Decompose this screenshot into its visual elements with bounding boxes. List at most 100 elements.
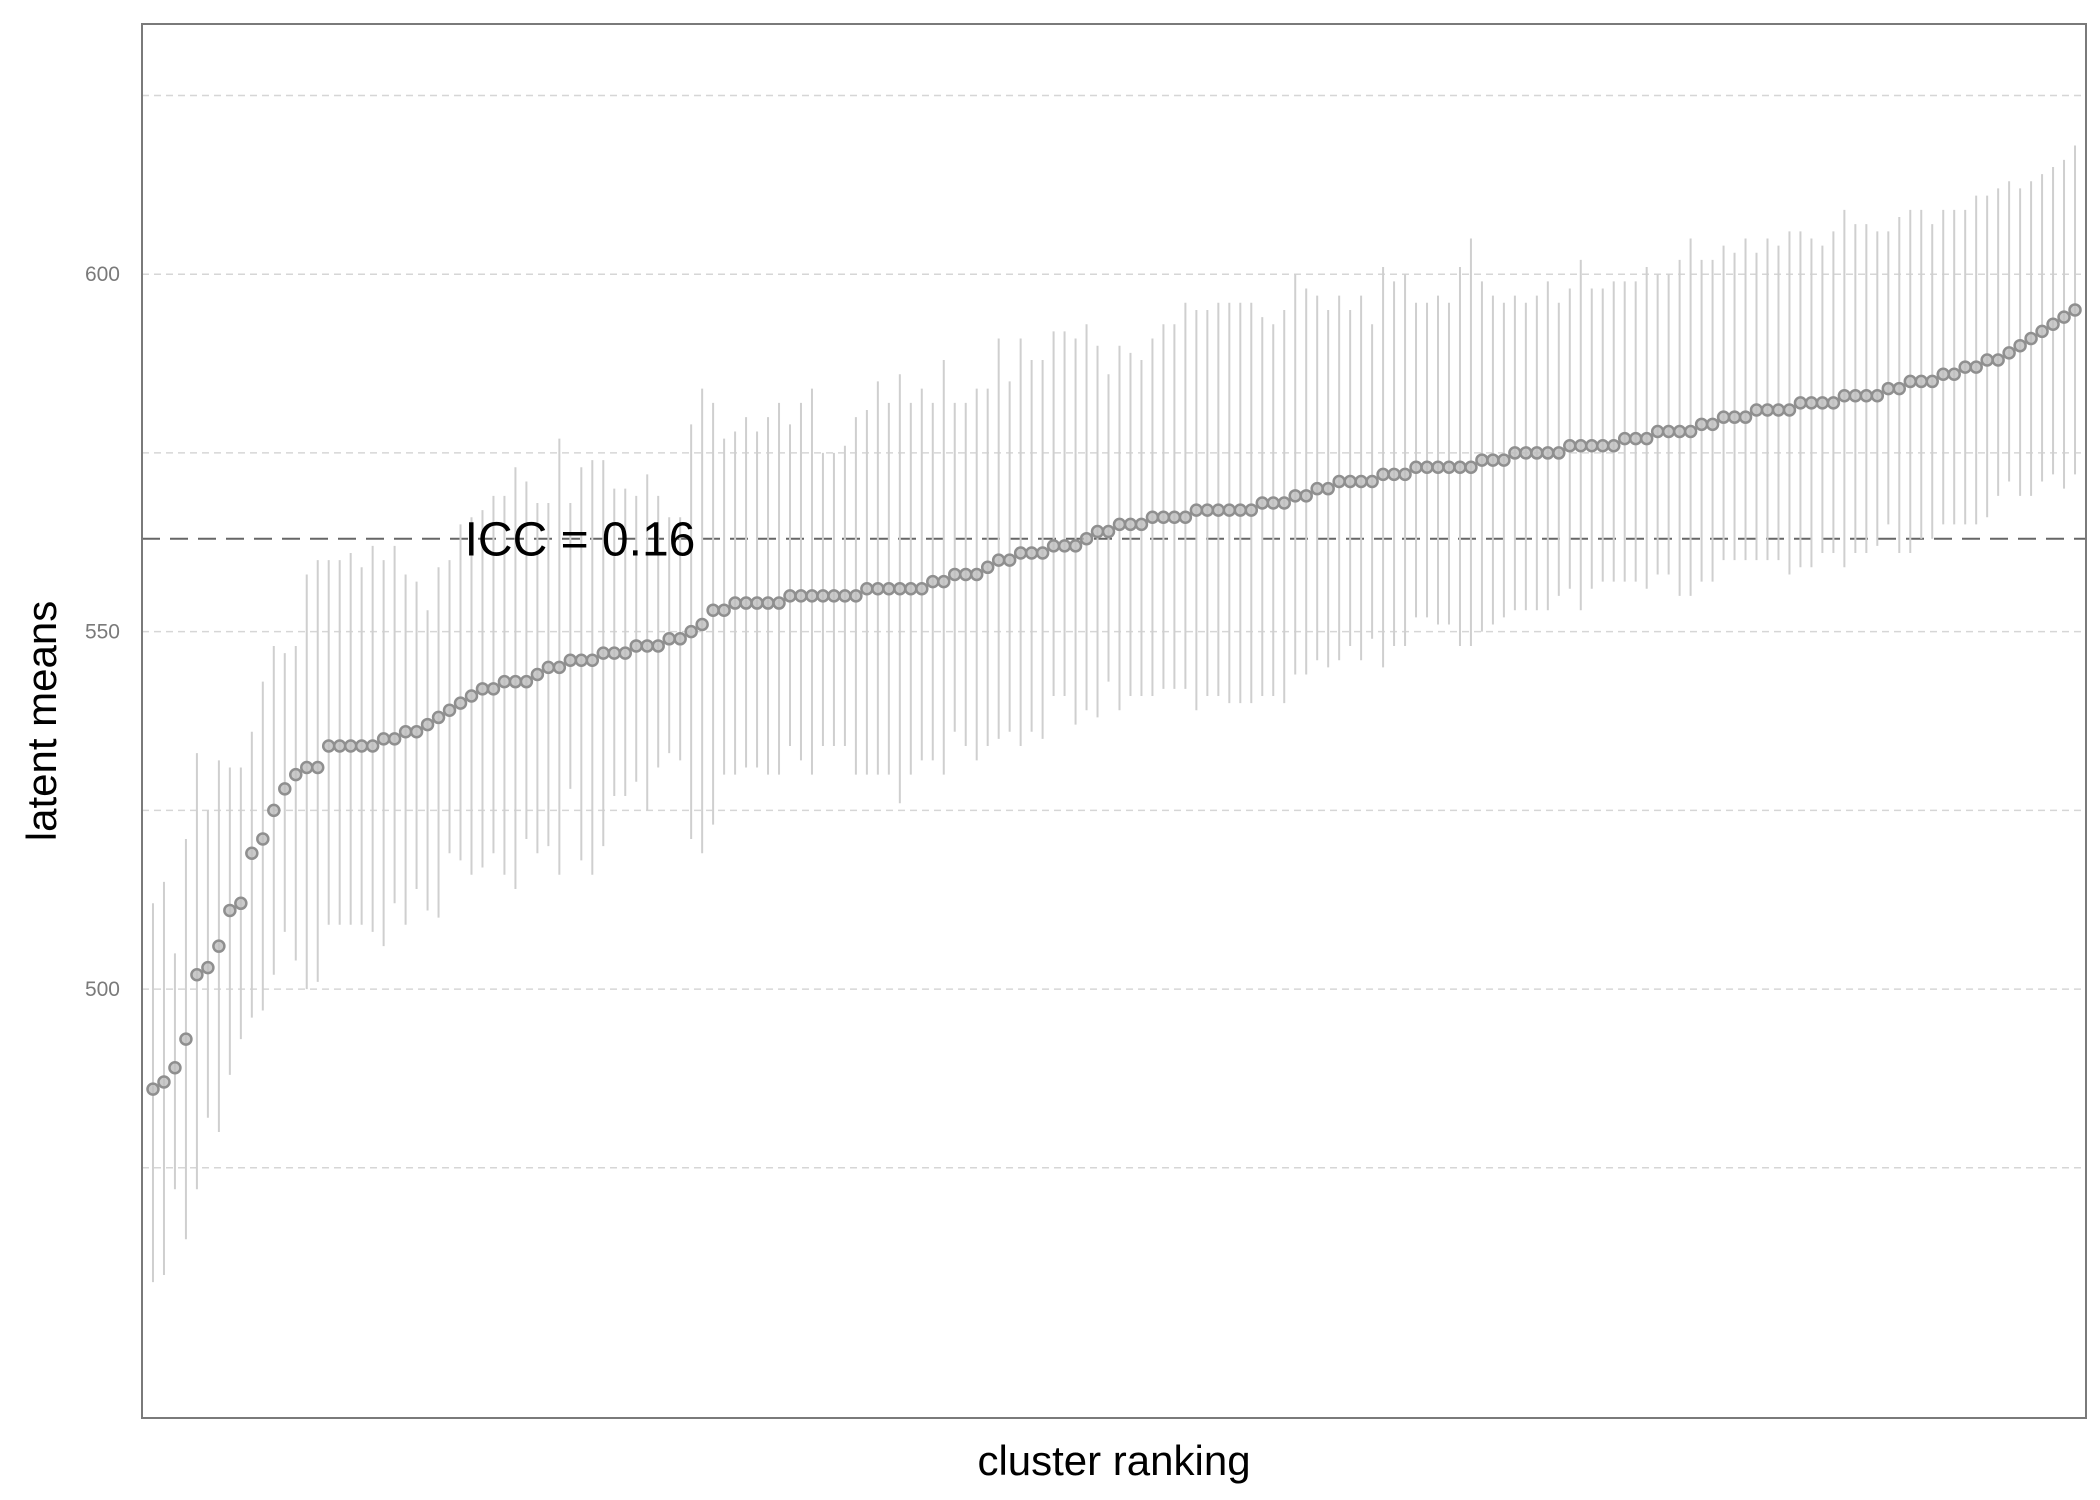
data-point (486, 682, 501, 696)
data-point (289, 767, 303, 782)
data-point (398, 724, 413, 739)
data-point (179, 1032, 193, 1046)
data-point (321, 739, 336, 753)
data-point (596, 646, 611, 660)
data-point (497, 674, 512, 689)
data-point (1376, 467, 1390, 482)
data-point (1310, 481, 1324, 496)
data-point (2057, 310, 2071, 324)
data-point (1574, 439, 1588, 453)
data-point (871, 581, 885, 596)
data-point (1079, 531, 1094, 546)
data-point (1661, 424, 1676, 439)
data-point (1552, 446, 1566, 460)
data-point (926, 574, 940, 589)
data-point (2013, 338, 2027, 353)
data-point (1881, 381, 1896, 396)
data-point (310, 760, 325, 775)
data-point (849, 589, 863, 603)
data-point (409, 724, 424, 739)
data-point (1508, 446, 1522, 460)
data-point (146, 1082, 160, 1096)
data-point (915, 581, 929, 596)
y-axis-title: latent means (18, 601, 65, 841)
data-point (1013, 546, 1028, 560)
data-point (706, 603, 720, 617)
data-point (1420, 460, 1434, 474)
data-point (1343, 474, 1357, 489)
data-point (1639, 431, 1654, 446)
data-point (1595, 439, 1610, 453)
data-point (1112, 517, 1127, 532)
data-point (1178, 510, 1193, 525)
data-point (1244, 503, 1259, 517)
data-point (563, 653, 578, 667)
data-point (794, 589, 808, 603)
data-point (1650, 424, 1665, 439)
data-point (1431, 460, 1445, 474)
data-point (1859, 388, 1874, 403)
data-point (1497, 453, 1511, 467)
data-point (1837, 388, 1852, 403)
data-point (1804, 396, 1819, 410)
data-point (937, 574, 951, 589)
data-point (245, 846, 259, 861)
data-point (629, 639, 643, 653)
data-point (1299, 489, 1313, 503)
data-point (354, 739, 369, 753)
data-point (1387, 467, 1401, 482)
data-point (1101, 524, 1116, 539)
data-point (838, 589, 852, 603)
data-point (1672, 424, 1687, 439)
data-point (1705, 417, 1720, 432)
data-point (212, 939, 226, 953)
data-point (1738, 410, 1753, 424)
data-point (1486, 453, 1500, 467)
data-point (761, 596, 775, 610)
data-point (1991, 353, 2005, 367)
data-point (1233, 503, 1248, 517)
data-point (1958, 360, 1972, 374)
data-point (695, 617, 709, 632)
data-point (376, 732, 391, 746)
data-point (1266, 496, 1281, 510)
icc-annotation: ICC = 0.16 (465, 514, 696, 567)
data-point (1749, 403, 1764, 417)
data-point (552, 660, 567, 675)
data-point (157, 1075, 171, 1089)
data-point (508, 674, 523, 689)
data-point (2024, 331, 2038, 346)
data-point (365, 739, 380, 753)
data-point (991, 553, 1006, 567)
data-point (1848, 388, 1863, 403)
data-point (1716, 410, 1731, 424)
data-point (574, 653, 589, 667)
data-point (1530, 446, 1544, 460)
data-point (980, 560, 995, 575)
data-point (1969, 360, 1983, 374)
data-point (1815, 396, 1830, 410)
data-point (267, 803, 281, 818)
data-point (2035, 324, 2049, 339)
data-point (651, 639, 665, 653)
data-point (1793, 396, 1808, 410)
data-point (1090, 524, 1105, 539)
data-point (1606, 439, 1621, 453)
data-point (827, 589, 841, 603)
grid-lines (142, 94, 2086, 1169)
data-point (2002, 346, 2016, 360)
data-point (1145, 510, 1160, 525)
data-point (1035, 546, 1050, 560)
data-point (475, 682, 490, 696)
data-point (1068, 539, 1083, 553)
data-point (1200, 503, 1215, 517)
data-point (904, 581, 918, 596)
data-point (1541, 446, 1555, 460)
data-point (1321, 481, 1335, 496)
data-point (1167, 510, 1182, 525)
data-point (223, 903, 237, 918)
data-point (2046, 317, 2060, 331)
data-point (1903, 374, 1918, 389)
data-point (772, 596, 786, 610)
